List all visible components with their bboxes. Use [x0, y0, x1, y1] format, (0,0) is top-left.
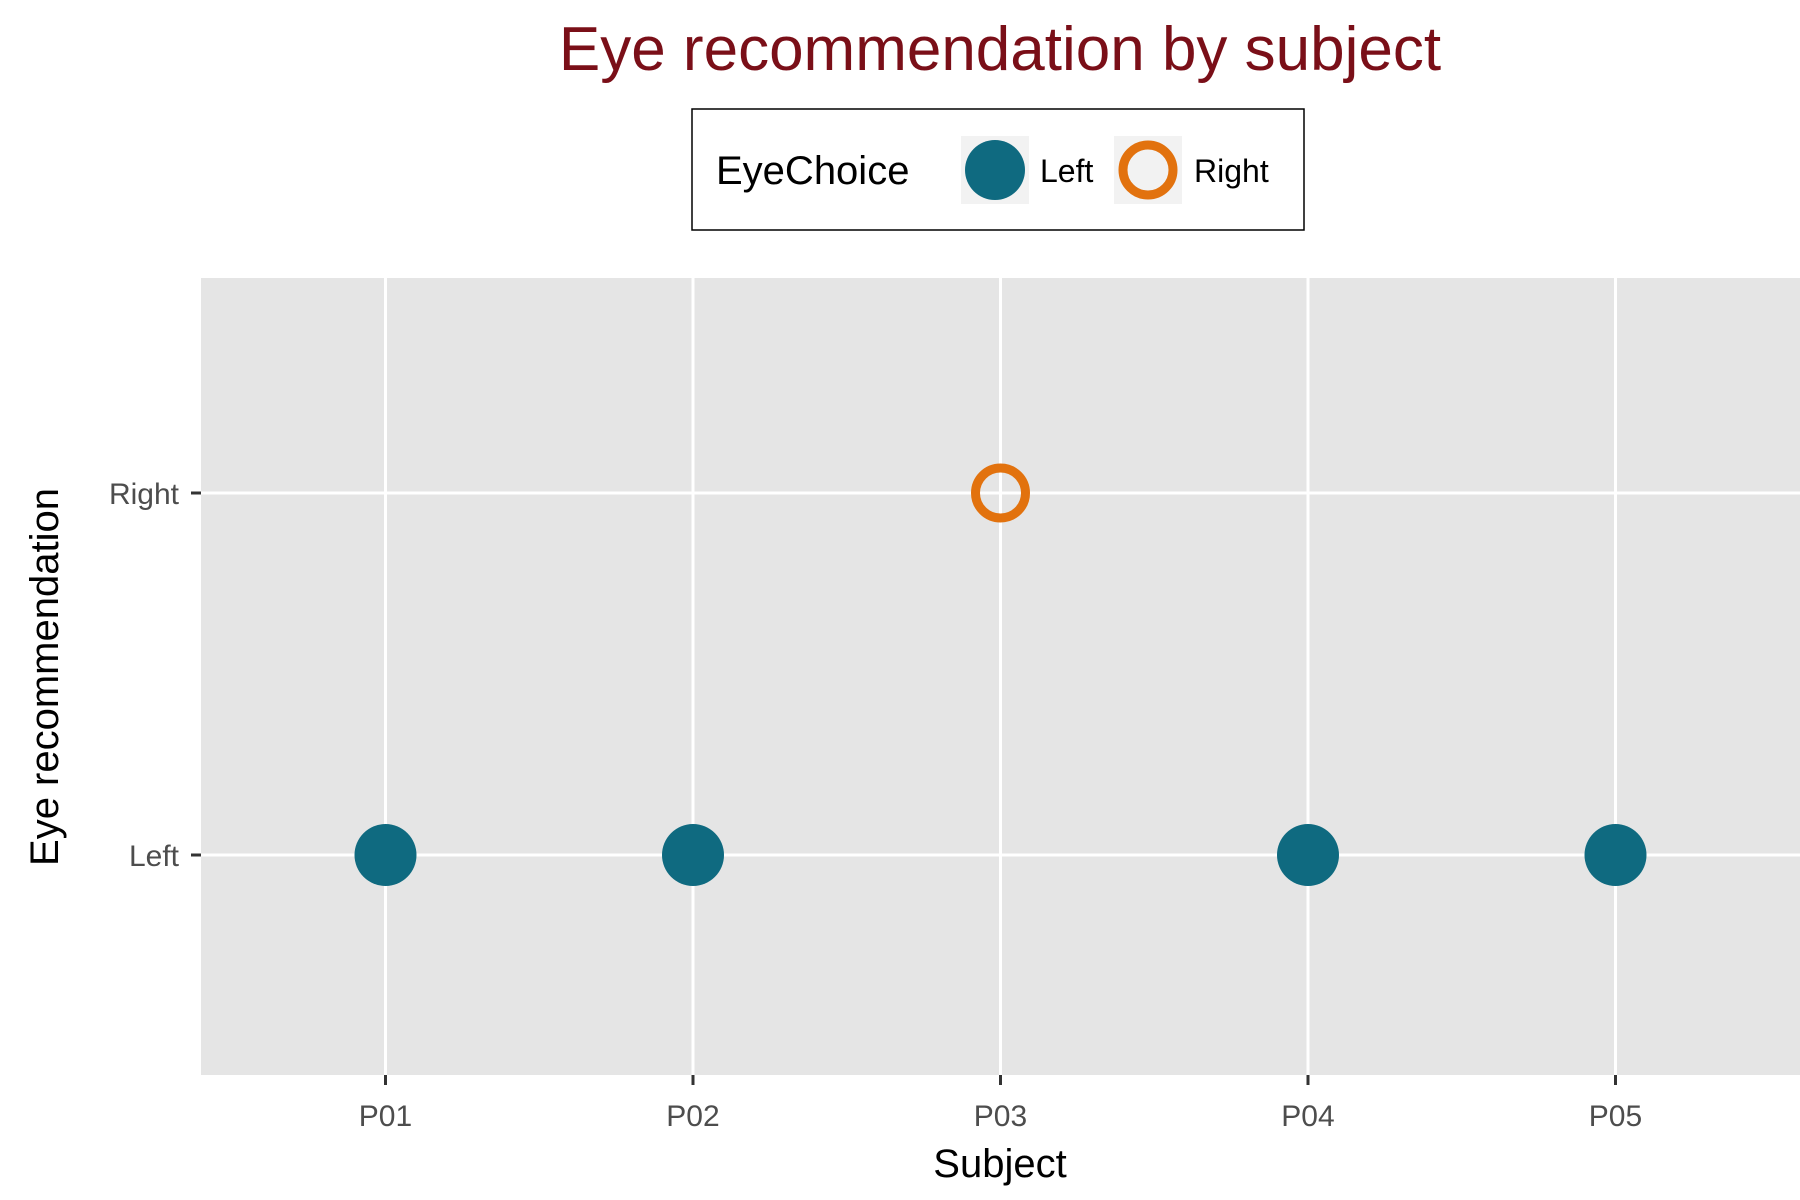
- legend-title: EyeChoice: [716, 149, 909, 193]
- point-p02: [662, 824, 724, 886]
- x-tick-label-p02: P02: [666, 1100, 719, 1133]
- legend-key-right-marker: [1118, 140, 1178, 200]
- x-tick-label-p05: P05: [1589, 1100, 1642, 1133]
- legend-key-left-marker: [965, 140, 1025, 200]
- x-axis-title: Subject: [933, 1142, 1066, 1186]
- y-tick-label-left: Left: [129, 840, 180, 873]
- point-p03: [971, 463, 1030, 523]
- x-tick-label-p01: P01: [359, 1100, 412, 1133]
- point-p01: [354, 824, 417, 886]
- y-axis-title: Eye recommendation: [23, 488, 67, 866]
- data-points: [354, 463, 1647, 886]
- y-axis: Left Right: [109, 478, 201, 873]
- point-p05: [1584, 824, 1647, 886]
- legend-label-right: Right: [1194, 153, 1269, 189]
- x-tick-label-p04: P04: [1281, 1100, 1334, 1133]
- x-axis: P01 P02 P03 P04 P05: [359, 1075, 1642, 1133]
- legend: EyeChoice Left Right: [691, 108, 1305, 231]
- gridlines: [201, 278, 1800, 1075]
- x-tick-label-p03: P03: [974, 1100, 1027, 1133]
- legend-label-left: Left: [1040, 153, 1093, 189]
- point-p04: [1277, 824, 1339, 886]
- y-tick-label-right: Right: [109, 478, 180, 511]
- chart-title: Eye recommendation by subject: [559, 15, 1441, 84]
